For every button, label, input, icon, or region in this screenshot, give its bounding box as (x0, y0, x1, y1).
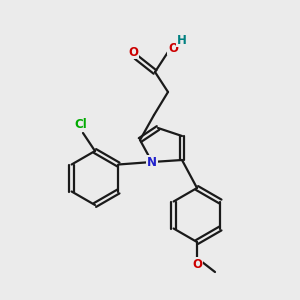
Text: H: H (177, 34, 187, 46)
Text: O: O (128, 46, 138, 59)
Text: O: O (168, 41, 178, 55)
Text: N: N (147, 155, 157, 169)
Text: O: O (192, 257, 202, 271)
Text: Cl: Cl (75, 118, 87, 131)
